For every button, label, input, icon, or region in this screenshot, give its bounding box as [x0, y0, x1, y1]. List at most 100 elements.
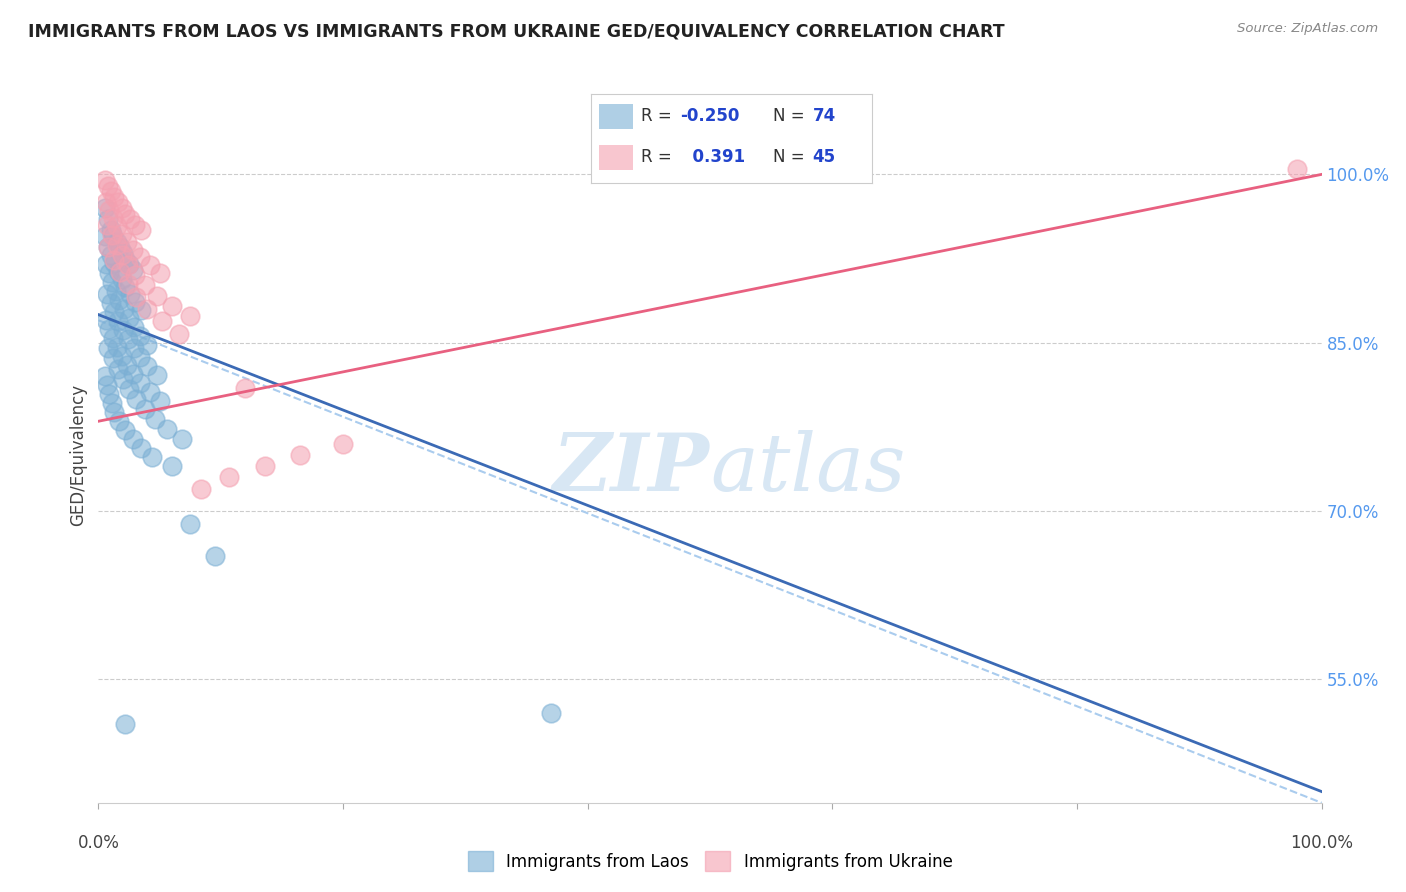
Point — [118, 257, 141, 271]
Point — [139, 385, 162, 400]
Point — [121, 243, 143, 257]
Point — [218, 470, 240, 484]
Point — [111, 371, 134, 385]
Point — [94, 313, 117, 327]
Point — [129, 351, 152, 365]
Point — [129, 251, 152, 265]
Point — [103, 190, 125, 204]
Point — [114, 717, 136, 731]
Text: IMMIGRANTS FROM LAOS VS IMMIGRANTS FROM UKRAINE GED/EQUIVALENCY CORRELATION CHAR: IMMIGRANTS FROM LAOS VS IMMIGRANTS FROM … — [28, 22, 1005, 40]
Point — [332, 436, 354, 450]
Point — [103, 252, 125, 267]
Point — [129, 329, 152, 343]
Point — [100, 296, 122, 310]
Legend: Immigrants from Laos, Immigrants from Ukraine: Immigrants from Laos, Immigrants from Uk… — [461, 845, 959, 878]
Point — [94, 195, 117, 210]
Point — [114, 279, 136, 293]
Point — [149, 394, 172, 409]
Point — [253, 459, 276, 474]
Point — [120, 287, 142, 301]
Point — [134, 278, 156, 293]
Point — [111, 271, 134, 285]
Bar — [599, 145, 633, 170]
Text: Source: ZipAtlas.com: Source: ZipAtlas.com — [1237, 22, 1378, 36]
Text: R =: R = — [641, 107, 678, 126]
Point — [110, 265, 132, 279]
Point — [103, 405, 125, 419]
Point — [121, 367, 143, 381]
Point — [103, 256, 125, 270]
Point — [124, 268, 146, 283]
Point — [110, 240, 132, 254]
Point — [98, 387, 121, 401]
Text: N =: N = — [773, 107, 810, 126]
Point — [114, 252, 136, 266]
Text: 100.0%: 100.0% — [1291, 834, 1353, 852]
Point — [121, 432, 143, 446]
Point — [101, 211, 124, 226]
Point — [111, 248, 134, 262]
Point — [112, 301, 135, 316]
Point — [233, 381, 256, 395]
Point — [129, 303, 152, 318]
Bar — [599, 104, 633, 129]
Point — [97, 240, 120, 254]
Point — [105, 340, 128, 354]
Point — [290, 448, 312, 462]
Point — [101, 396, 124, 410]
Point — [107, 314, 129, 328]
Text: atlas: atlas — [710, 430, 905, 508]
Point — [111, 246, 134, 260]
Point — [143, 412, 166, 426]
Point — [93, 201, 115, 215]
Point — [125, 290, 148, 304]
Point — [134, 401, 156, 416]
Point — [98, 203, 121, 218]
Point — [146, 368, 169, 383]
Point — [170, 432, 193, 446]
Point — [129, 376, 152, 390]
Point — [117, 258, 139, 272]
Text: -0.250: -0.250 — [681, 107, 740, 126]
Point — [107, 264, 129, 278]
Point — [93, 369, 115, 384]
Point — [540, 706, 562, 720]
Point — [136, 301, 159, 316]
Point — [1286, 161, 1309, 176]
Point — [105, 219, 128, 233]
Point — [101, 351, 124, 366]
Point — [100, 248, 122, 262]
Point — [96, 287, 118, 301]
Text: 0.0%: 0.0% — [77, 834, 120, 852]
Point — [150, 314, 173, 328]
Point — [156, 422, 179, 436]
Point — [111, 349, 134, 363]
Point — [179, 517, 201, 532]
Point — [136, 359, 159, 374]
Point — [124, 295, 146, 310]
Point — [121, 262, 143, 277]
Point — [146, 288, 169, 302]
Point — [139, 258, 162, 272]
Text: N =: N = — [773, 148, 810, 167]
Point — [114, 423, 136, 437]
Point — [125, 392, 148, 406]
Point — [98, 322, 121, 336]
Point — [160, 459, 183, 474]
Point — [105, 235, 128, 249]
Point — [100, 184, 122, 198]
Point — [136, 338, 159, 352]
Point — [108, 293, 131, 307]
Point — [118, 311, 141, 326]
Point — [101, 331, 124, 345]
Point — [107, 195, 129, 210]
Point — [117, 277, 139, 292]
Point — [101, 229, 124, 244]
Point — [101, 275, 124, 289]
Point — [179, 309, 201, 323]
Point — [115, 358, 138, 372]
Point — [149, 266, 172, 280]
Point — [93, 173, 115, 187]
Point — [98, 266, 121, 280]
Point — [97, 341, 120, 355]
